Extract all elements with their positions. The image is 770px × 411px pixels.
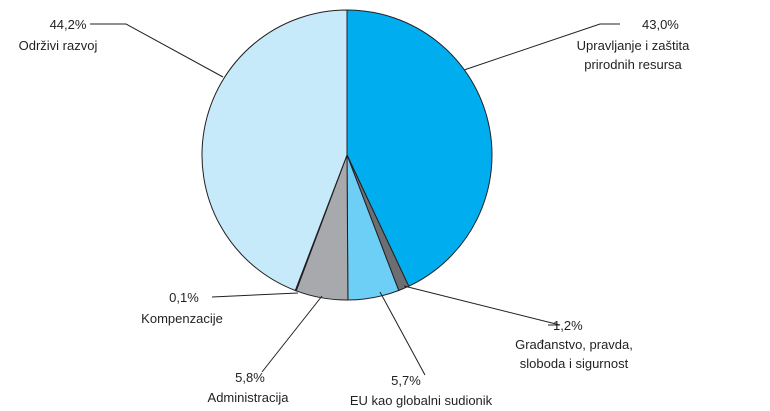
slice-percent-label-1: 1,2% [553, 318, 583, 333]
slice-category-label-2-0: EU kao globalni sudionik [350, 393, 493, 408]
leader-line-3 [261, 295, 323, 373]
slice-percent-label-3: 5,8% [235, 370, 265, 385]
slice-percent-label-0: 43,0% [642, 17, 679, 32]
leader-line-4 [211, 292, 299, 298]
slice-category-label-1-0: Građanstvo, pravda, [515, 337, 633, 352]
slice-category-label-0-1: prirodnih resursa [584, 57, 682, 72]
slice-category-label-4-0: Kompenzacije [141, 311, 223, 326]
leader-line-1 [403, 285, 561, 326]
slice-percent-label-2: 5,7% [391, 373, 421, 388]
slice-category-label-0-0: Upravljanje i zaštita [577, 38, 690, 53]
leader-line-0 [463, 23, 620, 71]
pie-slice-0 [346, 9, 493, 287]
slice-percent-label-4: 0,1% [169, 290, 199, 305]
pie-slice-5 [201, 9, 348, 292]
slice-percent-label-5: 44,2% [50, 17, 87, 32]
leader-line-2 [379, 291, 426, 376]
slice-category-label-3-0: Administracija [208, 390, 290, 405]
leader-line-5 [90, 23, 224, 78]
slice-category-label-5-0: Održivi razvoj [19, 38, 98, 53]
slice-category-label-1-1: sloboda i sigurnost [520, 356, 629, 371]
